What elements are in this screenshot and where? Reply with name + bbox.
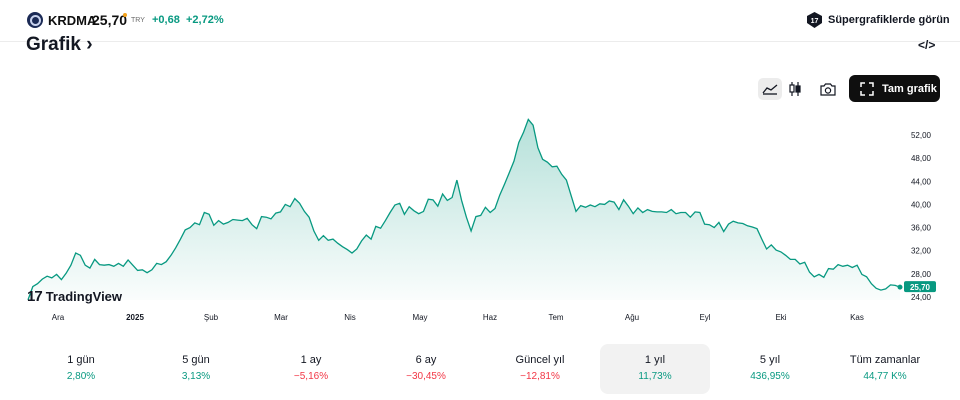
y-tick-label: 40,00 [911, 200, 932, 209]
open-in-supercharts-link[interactable]: Süpergrafiklerde görün [828, 14, 950, 26]
y-tick-label: 32,00 [911, 247, 932, 256]
full-chart-label: Tam grafik [882, 82, 937, 95]
company-logo-icon [27, 12, 43, 28]
section-title-text: Grafik [26, 34, 81, 55]
period-label: 5 gün [182, 354, 210, 366]
currency-label: TRY [131, 17, 145, 24]
y-axis: 52,00 48,00 44,00 40,00 36,00 32,00 28,00 24,00 [911, 131, 932, 302]
area-chart-icon [762, 84, 778, 95]
period-change-value: −5,16% [293, 371, 329, 382]
y-tick-label: 44,00 [911, 177, 932, 186]
y-tick-label: 28,00 [911, 270, 932, 279]
period-button[interactable]: 1 ay −5,16% [256, 344, 366, 394]
y-tick-label: 36,00 [911, 224, 932, 233]
period-label: 5 yıl [759, 354, 781, 366]
x-tick-label: 2025 [126, 313, 144, 322]
price-line [27, 118, 901, 301]
y-tick-label: 24,00 [911, 293, 932, 302]
last-price-marker: 25,70 [897, 281, 936, 293]
x-tick-label: Eki [775, 313, 786, 322]
fullscreen-icon [860, 81, 874, 96]
period-change-value: 11,73% [638, 371, 672, 382]
snapshot-button[interactable] [816, 78, 840, 100]
last-point [897, 284, 903, 290]
y-tick-label: 48,00 [911, 154, 932, 163]
x-tick-label: Ağu [625, 313, 639, 322]
period-change-value: −30,45% [406, 371, 446, 382]
x-tick-label: May [412, 313, 427, 322]
x-tick-label: Kas [850, 313, 864, 322]
period-button[interactable]: Tüm zamanlar 44,77 K% [830, 344, 940, 394]
x-tick-label: Eyl [699, 313, 710, 322]
ticker-symbol[interactable]: KRDMA [48, 13, 97, 28]
period-label: 6 ay [415, 354, 437, 366]
period-label: Güncel yıl [515, 354, 565, 366]
x-tick-label: Mar [274, 313, 288, 322]
svg-text:17: 17 [811, 18, 819, 25]
period-change-value: 2,80% [66, 371, 96, 382]
supercharts-icon[interactable]: 17 [807, 12, 822, 28]
performance-periods: 1 gün 2,80% 5 gün 3,13% 1 ay −5,16% 6 ay −30,45… [0, 344, 960, 394]
period-change-value: 44,77 K% [863, 371, 907, 382]
period-label: Tüm zamanlar [849, 354, 921, 366]
period-change-value: −12,81% [520, 371, 560, 382]
section-title[interactable]: Grafik › [26, 34, 93, 58]
period-button[interactable]: 5 yıl 436,95% [715, 344, 825, 394]
full-chart-button[interactable]: Tam grafik [849, 75, 940, 102]
area-chart-toggle[interactable] [758, 78, 782, 100]
x-tick-label: Haz [483, 313, 497, 322]
tradingview-mark-icon: 17 [27, 288, 43, 305]
period-button[interactable]: 1 yıl 11,73% [600, 344, 710, 394]
last-price-badge [904, 281, 936, 293]
x-axis: Ara 2025 Şub Mar Nis May Haz Tem Ağu Eyl Eki Kas [52, 313, 864, 322]
last-price: 25,70 [92, 12, 128, 28]
embed-code-button[interactable]: </> [918, 38, 936, 52]
x-tick-label: Ara [52, 313, 65, 322]
camera-icon [820, 82, 836, 96]
x-tick-label: Tem [548, 313, 563, 322]
y-tick-label: 52,00 [911, 131, 932, 140]
period-label: 1 ay [300, 354, 322, 366]
x-tick-label: Nis [344, 313, 356, 322]
price-chart[interactable]: 52,00 48,00 44,00 40,00 36,00 32,00 28,00 24,00… [0, 110, 960, 330]
period-label: 1 gün [67, 354, 95, 366]
candlestick-chart-toggle[interactable] [783, 78, 807, 100]
x-tick-label: Şub [204, 313, 219, 322]
candlestick-icon [789, 82, 801, 96]
price-change-percent: +2,72% [186, 14, 224, 26]
period-button[interactable]: Güncel yıl −12,81% [485, 344, 595, 394]
price-change: +0,68 [152, 14, 180, 26]
market-status-dot-icon [123, 13, 127, 17]
period-change-value: 3,13% [181, 371, 211, 382]
period-button[interactable]: 6 ay −30,45% [371, 344, 481, 394]
period-change-value: 436,95% [750, 371, 790, 382]
symbol-header: KRDMA 25,70 TRY +0,68 +2,72% 17 Süpergra… [0, 0, 960, 42]
period-button[interactable]: 5 gün 3,13% [141, 344, 251, 394]
period-label: 1 yıl [644, 354, 666, 366]
chevron-right-icon: › [86, 34, 93, 55]
tradingview-logo[interactable]: 17 TradingView [27, 288, 122, 305]
period-button[interactable]: 1 gün 2,80% [26, 344, 136, 394]
tradingview-wordmark: TradingView [45, 289, 123, 304]
last-price-label: 25,70 [910, 283, 931, 292]
